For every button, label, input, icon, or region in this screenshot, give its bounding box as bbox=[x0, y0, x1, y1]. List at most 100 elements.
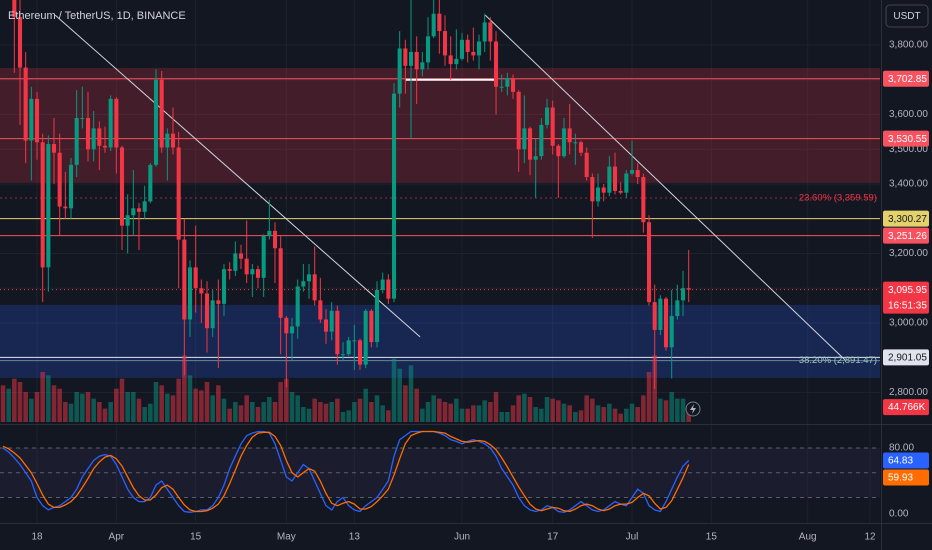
candle-body bbox=[459, 39, 465, 59]
candle-body bbox=[17, 17, 23, 68]
candle-body bbox=[431, 13, 436, 37]
candle-body bbox=[227, 269, 232, 271]
volume-bar bbox=[284, 378, 289, 422]
chart-title: Ethereum / TetherUS, 1D, BINANCE bbox=[8, 10, 186, 22]
volume-bar bbox=[323, 403, 329, 422]
candle-body bbox=[629, 170, 635, 174]
volume-bar bbox=[187, 375, 193, 422]
volume-bar bbox=[91, 398, 96, 422]
currency-button[interactable] bbox=[885, 4, 929, 28]
level-tag: 3,530.55 bbox=[888, 134, 927, 145]
candle-body bbox=[403, 48, 408, 66]
volume-bar bbox=[442, 402, 448, 422]
candle-body bbox=[414, 51, 419, 70]
volume-bar bbox=[459, 408, 465, 422]
candle-body bbox=[561, 128, 567, 157]
candle-body bbox=[312, 274, 317, 301]
candle-body bbox=[550, 107, 555, 146]
candle-body bbox=[652, 302, 657, 330]
candle-body bbox=[159, 79, 164, 148]
candle-body bbox=[635, 170, 640, 178]
candle-body bbox=[363, 310, 368, 365]
candle-body bbox=[437, 13, 442, 32]
candle-body bbox=[522, 128, 527, 150]
x-tick-label: Jul bbox=[626, 532, 639, 543]
volume-bar bbox=[663, 400, 669, 422]
x-tick-label: Apr bbox=[109, 532, 125, 543]
volume-bar bbox=[238, 405, 244, 422]
stoch-tick-label: 80.00 bbox=[889, 443, 914, 454]
volume-bar bbox=[414, 388, 419, 422]
candle-body bbox=[686, 288, 691, 290]
candle-body bbox=[346, 340, 351, 355]
candle-body bbox=[267, 230, 272, 237]
volume-bar bbox=[669, 392, 674, 422]
volume-bar bbox=[85, 392, 91, 422]
candle-body bbox=[499, 86, 504, 88]
candle-body bbox=[255, 269, 261, 278]
candle-body bbox=[125, 215, 130, 226]
candle-body bbox=[91, 128, 96, 150]
candle-body bbox=[448, 55, 453, 65]
volume-bar bbox=[550, 398, 555, 422]
candle-body bbox=[244, 258, 249, 275]
candle-body bbox=[289, 326, 295, 334]
candle-body bbox=[335, 310, 340, 355]
candle-body bbox=[29, 98, 34, 141]
volume-bar bbox=[374, 395, 380, 422]
volume-tag: 44.766K bbox=[888, 402, 926, 413]
candle-body bbox=[221, 269, 227, 304]
volume-bar bbox=[522, 393, 527, 422]
candle-body bbox=[544, 107, 550, 125]
x-tick-label: 17 bbox=[547, 532, 559, 543]
volume-bar bbox=[108, 402, 113, 422]
volume-bar bbox=[204, 382, 210, 422]
candle-body bbox=[357, 340, 363, 365]
volume-bar bbox=[148, 403, 153, 422]
candle-body bbox=[488, 22, 493, 42]
volume-bar bbox=[63, 402, 68, 422]
x-tick-label: Jun bbox=[454, 532, 470, 543]
y-tick-label: 3,400.00 bbox=[889, 179, 928, 190]
level-tag: 3,702.85 bbox=[888, 74, 927, 85]
candle-body bbox=[114, 98, 119, 148]
x-tick-label: 15 bbox=[190, 532, 202, 543]
candle-body bbox=[601, 187, 606, 193]
volume-bar bbox=[119, 378, 125, 422]
volume-bar bbox=[601, 407, 606, 422]
volume-bar bbox=[573, 412, 578, 422]
currency-label[interactable]: USDT bbox=[893, 11, 920, 22]
volume-bar bbox=[386, 410, 391, 422]
candle-body bbox=[199, 288, 204, 294]
volume-bar bbox=[136, 398, 142, 422]
candle-body bbox=[397, 48, 402, 94]
volume-bar bbox=[595, 405, 601, 422]
level-tag: 3,251.26 bbox=[888, 231, 927, 242]
volume-bar bbox=[658, 398, 663, 422]
candle-body bbox=[102, 145, 108, 148]
candle-body bbox=[301, 281, 306, 287]
volume-bar bbox=[516, 395, 521, 422]
volume-bar bbox=[0, 385, 6, 422]
volume-bar bbox=[102, 408, 108, 422]
volume-bar bbox=[420, 408, 425, 422]
volume-bar bbox=[40, 372, 45, 422]
volume-bar bbox=[397, 368, 402, 422]
candle-body bbox=[68, 164, 74, 209]
volume-bar bbox=[165, 393, 170, 422]
volume-bar bbox=[114, 388, 119, 422]
stoch-pane bbox=[0, 430, 880, 513]
candle-body bbox=[584, 152, 589, 178]
candle-body bbox=[23, 67, 28, 141]
candle-body bbox=[527, 128, 533, 160]
volume-bar bbox=[289, 392, 295, 422]
volume-bar bbox=[476, 405, 482, 422]
stoch-tag-bg bbox=[883, 469, 929, 486]
volume-bar bbox=[352, 402, 357, 422]
volume-bar bbox=[267, 397, 272, 422]
volume-bar bbox=[125, 392, 130, 422]
candle-body bbox=[352, 340, 357, 342]
candle-body bbox=[340, 354, 346, 356]
volume-bar bbox=[510, 405, 516, 422]
candle-body bbox=[595, 187, 601, 202]
